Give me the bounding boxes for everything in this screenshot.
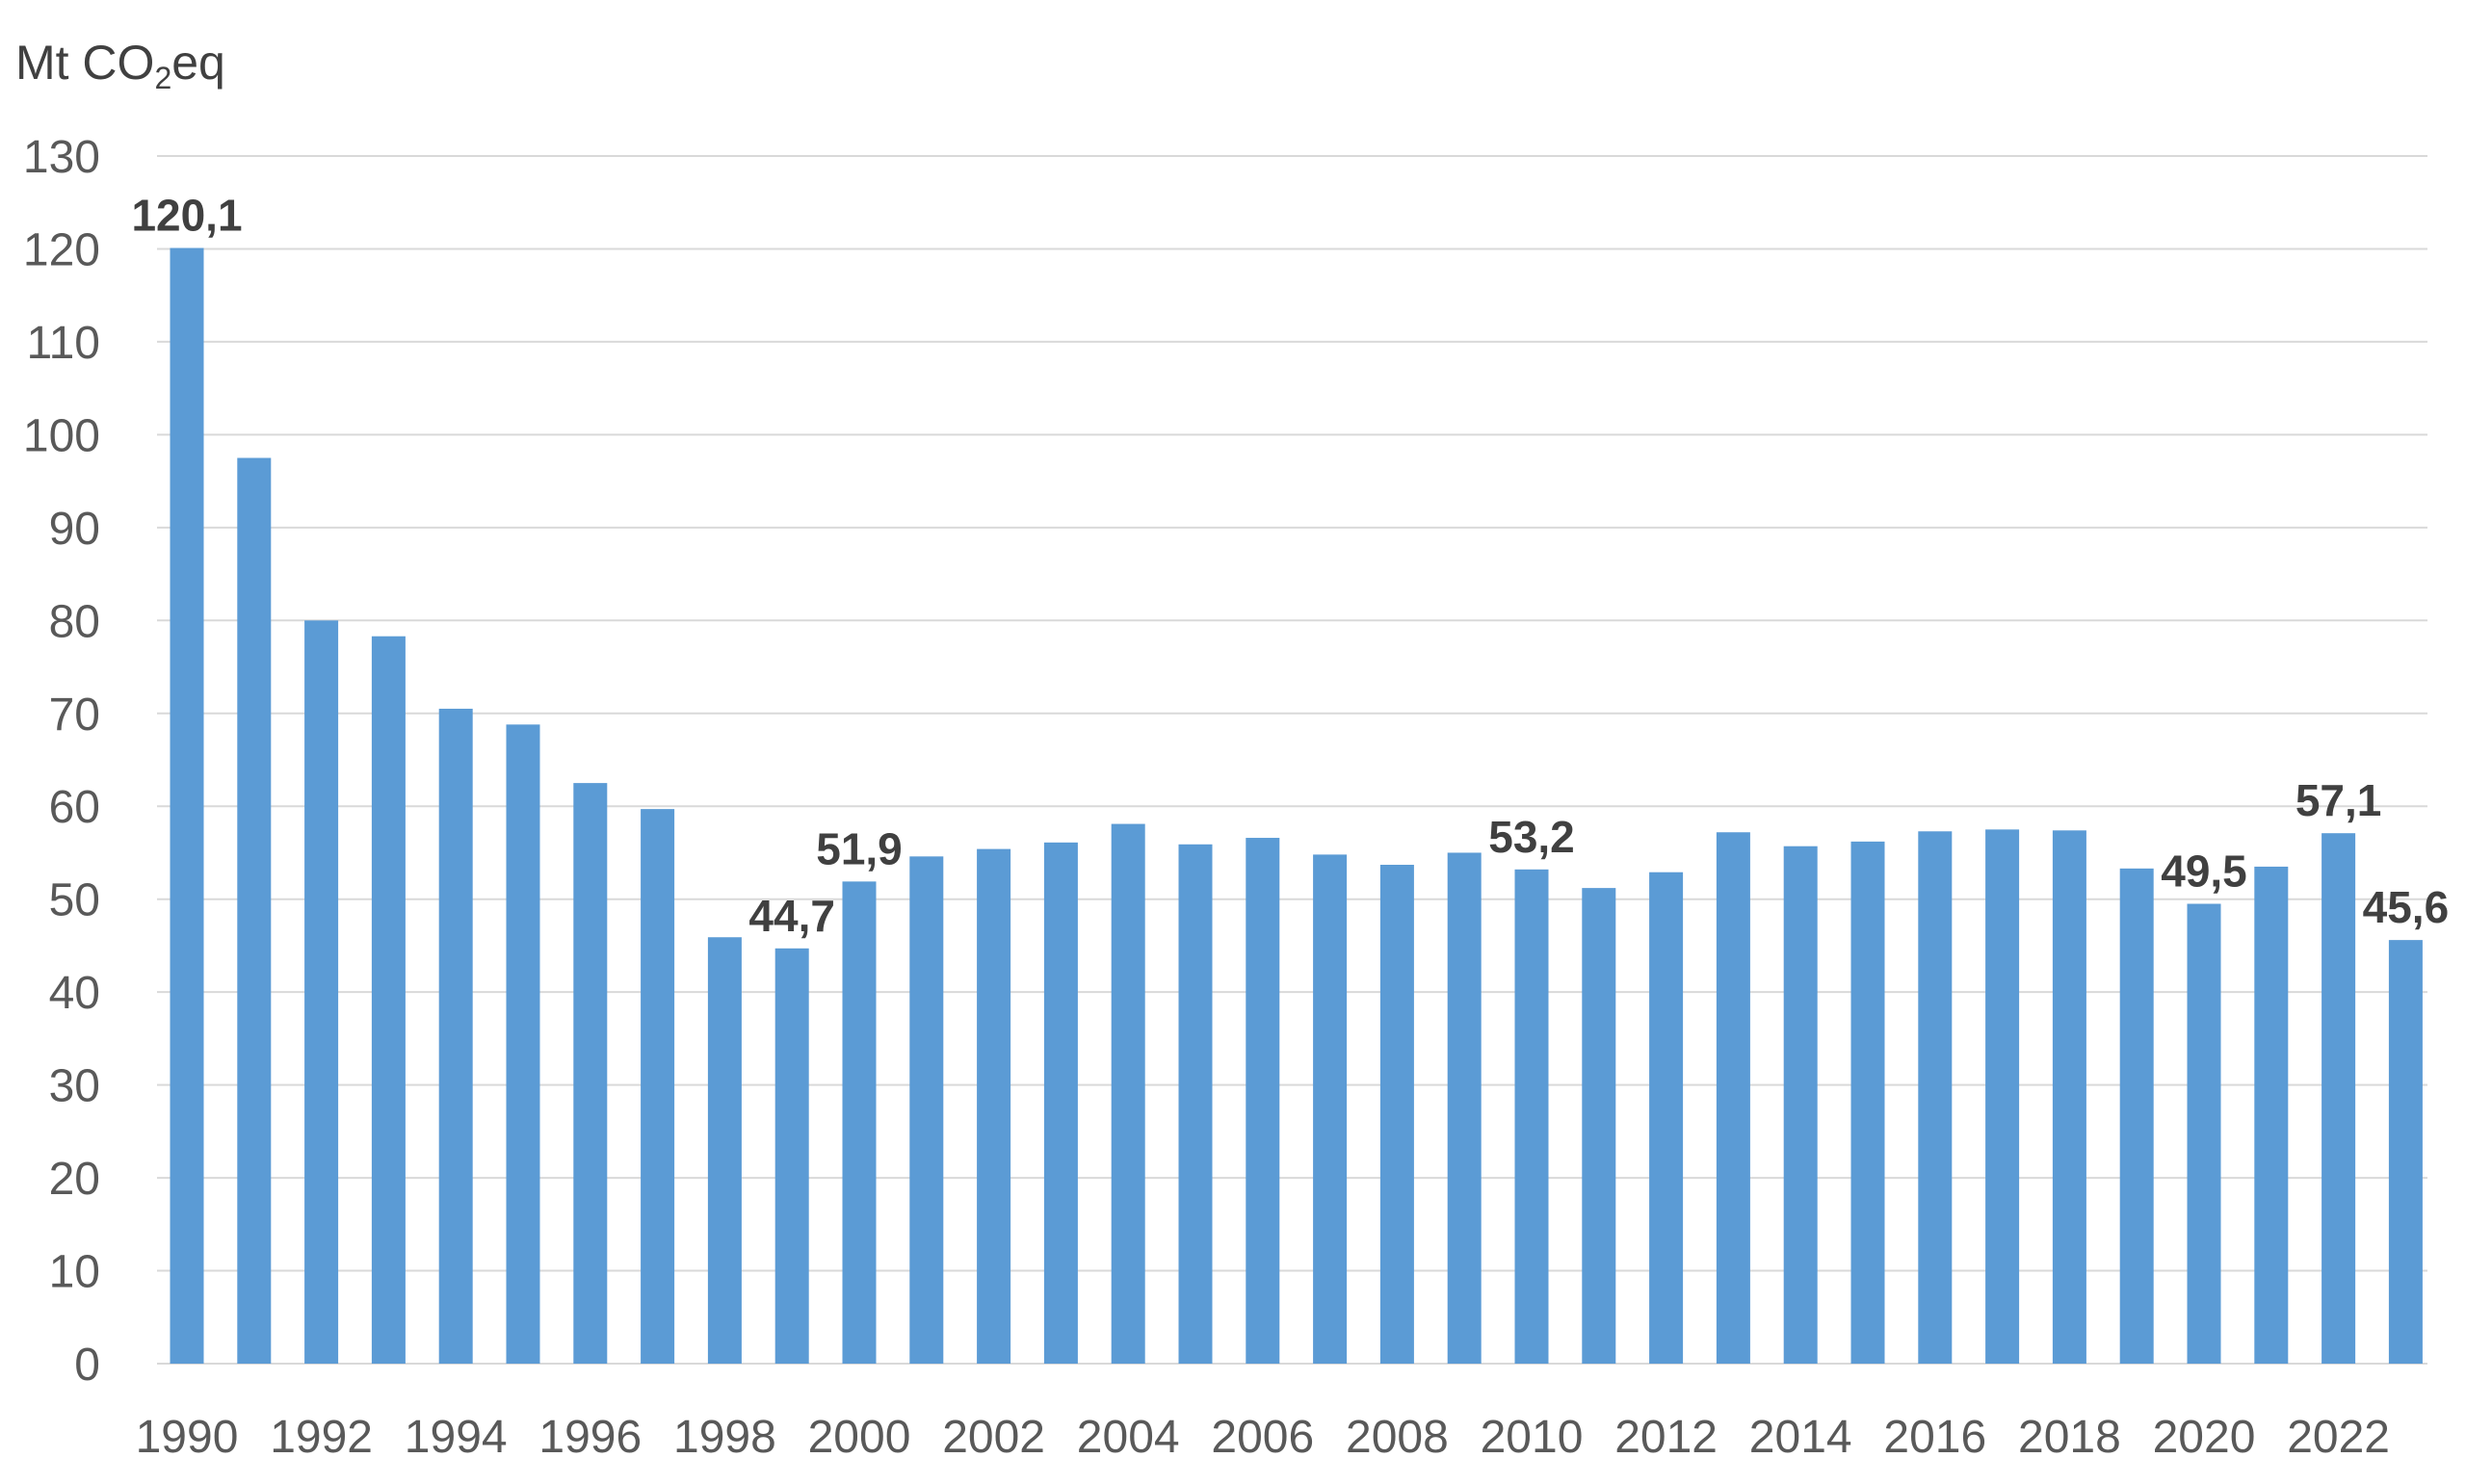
- bar-1996: [573, 783, 608, 1364]
- bar-2004: [1111, 823, 1145, 1364]
- bar-1995: [506, 724, 540, 1364]
- y-axis-ticks: 0 10 20 30 40 50 60 70 80 90 100 110 120 130: [23, 132, 100, 1391]
- bar-2003: [1043, 842, 1078, 1364]
- x-axis-ticks: 1990 1992 1994 1996 1998 2000 2002 2004 2006 2008…: [136, 1412, 2390, 1463]
- x-tick-label: 2012: [1614, 1412, 1718, 1463]
- x-tick-label: 2006: [1211, 1412, 1314, 1463]
- unit-prefix: Mt CO: [15, 36, 155, 90]
- y-tick-label: 130: [23, 132, 100, 183]
- bar-1992: [304, 620, 339, 1364]
- data-label-2022: 57,1: [2295, 775, 2382, 825]
- data-labels: 120,1 44,7 51,9 53,2 49,5 57,1 45,6: [131, 190, 2449, 940]
- y-tick-label: 30: [49, 1061, 100, 1112]
- bar-1993: [371, 636, 406, 1364]
- bar-2021: [2254, 866, 2289, 1364]
- bar-2014: [1783, 846, 1818, 1364]
- bar-1994: [438, 708, 473, 1364]
- x-tick-label: 1990: [136, 1412, 239, 1463]
- bar-2012: [1649, 872, 1684, 1364]
- x-tick-label: 2014: [1749, 1412, 1852, 1463]
- bar-2022: [2322, 833, 2356, 1364]
- x-tick-label: 2016: [1883, 1412, 1986, 1463]
- bar-2017: [1985, 829, 2020, 1364]
- x-tick-label: 2004: [1077, 1412, 1180, 1463]
- x-tick-label: 2002: [942, 1412, 1045, 1463]
- data-label-2023: 45,6: [2363, 882, 2450, 932]
- bar-2009: [1447, 852, 1482, 1364]
- y-tick-label: 100: [23, 410, 100, 461]
- y-tick-label: 110: [26, 318, 100, 369]
- y-tick-label: 70: [49, 690, 100, 741]
- x-tick-label: 2000: [808, 1412, 911, 1463]
- bar-2002: [977, 848, 1011, 1364]
- bar-2018: [2052, 830, 2086, 1364]
- y-tick-label: 90: [49, 504, 100, 555]
- unit-suffix: eq: [171, 36, 225, 90]
- bar-1998: [707, 937, 742, 1364]
- bar-2010: [1514, 869, 1549, 1364]
- data-label-2020: 49,5: [2161, 846, 2247, 897]
- x-tick-label: 1996: [538, 1412, 642, 1463]
- x-tick-label: 1994: [405, 1412, 508, 1463]
- y-axis-unit-label: Mt CO2eq: [15, 35, 225, 96]
- bar-2016: [1918, 831, 1953, 1364]
- bar-2006: [1246, 838, 1280, 1364]
- bar-2007: [1313, 854, 1348, 1364]
- bars: [170, 247, 2423, 1364]
- x-tick-label: 2010: [1481, 1412, 1584, 1463]
- data-label-1999: 44,7: [748, 891, 835, 941]
- bar-2005: [1178, 844, 1213, 1364]
- bar-2008: [1379, 865, 1414, 1364]
- data-label-1990: 120,1: [131, 190, 242, 240]
- bar-2019: [2119, 868, 2154, 1364]
- bar-2000: [842, 881, 877, 1364]
- data-label-2000: 51,9: [816, 823, 903, 873]
- bar-2001: [909, 856, 944, 1364]
- x-tick-label: 2020: [2153, 1412, 2256, 1463]
- bar-2020: [2187, 903, 2221, 1364]
- bar-2015: [1850, 841, 1885, 1364]
- x-tick-label: 2022: [2287, 1412, 2390, 1463]
- x-tick-label: 1992: [270, 1412, 373, 1463]
- bar-1997: [641, 809, 675, 1364]
- data-label-2010: 53,2: [1488, 812, 1575, 862]
- y-tick-label: 20: [49, 1154, 100, 1205]
- bar-1991: [237, 457, 272, 1364]
- x-tick-label: 2018: [2018, 1412, 2121, 1463]
- bar-2023: [2388, 940, 2423, 1364]
- bar-1990: [170, 247, 204, 1364]
- bar-2013: [1716, 832, 1750, 1364]
- y-tick-label: 10: [49, 1247, 100, 1298]
- y-tick-label: 60: [49, 782, 100, 833]
- gridlines: [157, 155, 2427, 1365]
- y-tick-label: 50: [49, 875, 100, 926]
- y-tick-label: 120: [23, 224, 100, 275]
- y-tick-label: 80: [49, 596, 100, 647]
- y-tick-label: 40: [49, 968, 100, 1019]
- x-tick-label: 1998: [673, 1412, 776, 1463]
- x-tick-label: 2008: [1346, 1412, 1449, 1463]
- bar-2011: [1582, 888, 1616, 1364]
- unit-subscript: 2: [154, 61, 172, 95]
- y-tick-label: 0: [74, 1340, 100, 1391]
- bar-1999: [774, 948, 809, 1364]
